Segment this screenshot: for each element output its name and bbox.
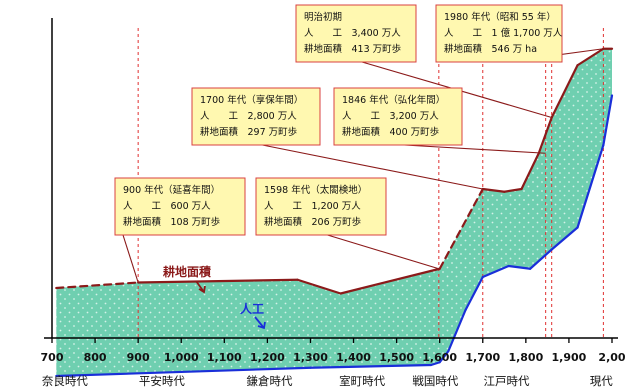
x-tick-label-7: 1,400 xyxy=(336,351,371,364)
annotation-4-title: 900 年代（延喜年間） xyxy=(123,184,220,196)
x-tick-label-5: 1,200 xyxy=(250,351,285,364)
series-0-segment-6 xyxy=(503,187,523,193)
series-0-segment-5 xyxy=(481,187,506,193)
series-1-segment-7 xyxy=(507,264,532,270)
x-tick-label-8: 1,500 xyxy=(379,351,414,364)
series-1-segment-3 xyxy=(438,350,450,364)
era-label-2: 鎌倉時代 xyxy=(247,374,293,388)
annotation-1-line-0: 人 工 1 億 1,700 万人 xyxy=(444,27,563,39)
series-0-segment-1 xyxy=(137,278,299,284)
x-tick-label-3: 1,000 xyxy=(164,351,199,364)
annotation-3-leader xyxy=(404,144,546,154)
annotation-3-box xyxy=(333,87,463,146)
era-label-0: 奈良時代 xyxy=(42,374,88,388)
annotation-4-line-1: 耕地面積 108 万町歩 xyxy=(123,216,220,228)
series-0-segment-8 xyxy=(537,116,553,155)
series-0-segment-4 xyxy=(438,187,484,270)
annotation-4-line-0: 人 工 600 万人 xyxy=(123,201,211,212)
annotation-5-leader xyxy=(327,234,439,270)
series-1-segment-2 xyxy=(429,361,441,367)
series-1-segment-6 xyxy=(481,264,510,279)
series-0-segment-10 xyxy=(576,47,605,67)
series-1-segment-5 xyxy=(464,275,484,312)
x-tick-label-9: 1,600 xyxy=(422,351,457,364)
series-label-1: 人工 xyxy=(240,301,264,316)
series-1-segment-11 xyxy=(602,94,614,147)
x-tick-label-11: 1,800 xyxy=(508,351,543,364)
annotation-1-box xyxy=(435,4,563,63)
series-0-segment-3 xyxy=(339,267,441,295)
series-0-segment-7 xyxy=(520,152,540,191)
series-0-segment-0 xyxy=(55,281,140,290)
series-1-segment-0 xyxy=(55,366,312,378)
x-tick-label-12: 1,900 xyxy=(552,351,587,364)
series-1-segment-10 xyxy=(576,143,605,229)
x-tick-label-6: 1,300 xyxy=(293,351,328,364)
series-label-1-arrow xyxy=(254,316,266,330)
era-label-1: 平安時代 xyxy=(139,374,185,388)
era-label-4: 戦国時代 xyxy=(412,374,458,388)
series-0-segment-9 xyxy=(550,64,579,119)
series-1-segment-1 xyxy=(309,363,433,369)
annotation-2-line-0: 人 工 2,800 万人 xyxy=(200,111,297,122)
annotation-5-line-0: 人 工 1,200 万人 xyxy=(264,201,361,212)
x-tick-label-4: 1,100 xyxy=(207,351,242,364)
annotation-4-leader xyxy=(122,234,139,283)
annotation-0-line-0: 人 工 3,400 万人 xyxy=(304,28,401,39)
annotation-5-box xyxy=(255,177,387,236)
annotation-1-line-1: 耕地面積 546 万 ha xyxy=(444,43,537,55)
annotation-5-line-1: 耕地面積 206 万町歩 xyxy=(264,216,361,228)
annotation-2-leader xyxy=(262,144,483,190)
annotation-3-line-1: 耕地面積 400 万町歩 xyxy=(342,126,439,138)
x-tick-label-13: 2,00 xyxy=(598,351,625,364)
annotation-5-title: 1598 年代（太閤検地） xyxy=(264,184,367,196)
series-label-0-arrow xyxy=(195,280,206,294)
annotation-0-line-1: 耕地面積 413 万町歩 xyxy=(304,43,401,55)
annotation-0-box xyxy=(295,4,417,63)
annotation-0-title: 明治初期 xyxy=(304,11,342,23)
x-tick-label-2: 900 xyxy=(127,351,150,364)
annotation-2-title: 1700 年代（享保年間） xyxy=(200,94,303,106)
era-label-5: 江戸時代 xyxy=(483,374,529,388)
era-label-3: 室町時代 xyxy=(339,374,385,388)
x-tick-label-1: 800 xyxy=(84,351,107,364)
annotation-1-title: 1980 年代（昭和 55 年） xyxy=(444,11,556,23)
series-1-segment-9 xyxy=(550,226,579,251)
annotation-3-line-0: 人 工 3,200 万人 xyxy=(342,111,439,122)
annotation-4-box xyxy=(114,177,246,236)
x-tick-label-0: 700 xyxy=(41,351,64,364)
annotation-2-line-1: 耕地面積 297 万町歩 xyxy=(200,126,297,138)
series-1-segment-8 xyxy=(529,248,553,270)
series-1-segment-4 xyxy=(447,308,467,353)
x-tick-label-10: 1,700 xyxy=(465,351,500,364)
era-label-6: 現代 xyxy=(590,374,613,388)
annotation-2-box xyxy=(191,87,321,146)
series-label-0: 耕地面積 xyxy=(163,264,212,279)
series-0-segment-2 xyxy=(296,278,342,295)
annotation-3-title: 1846 年代（弘化年間） xyxy=(342,94,445,106)
